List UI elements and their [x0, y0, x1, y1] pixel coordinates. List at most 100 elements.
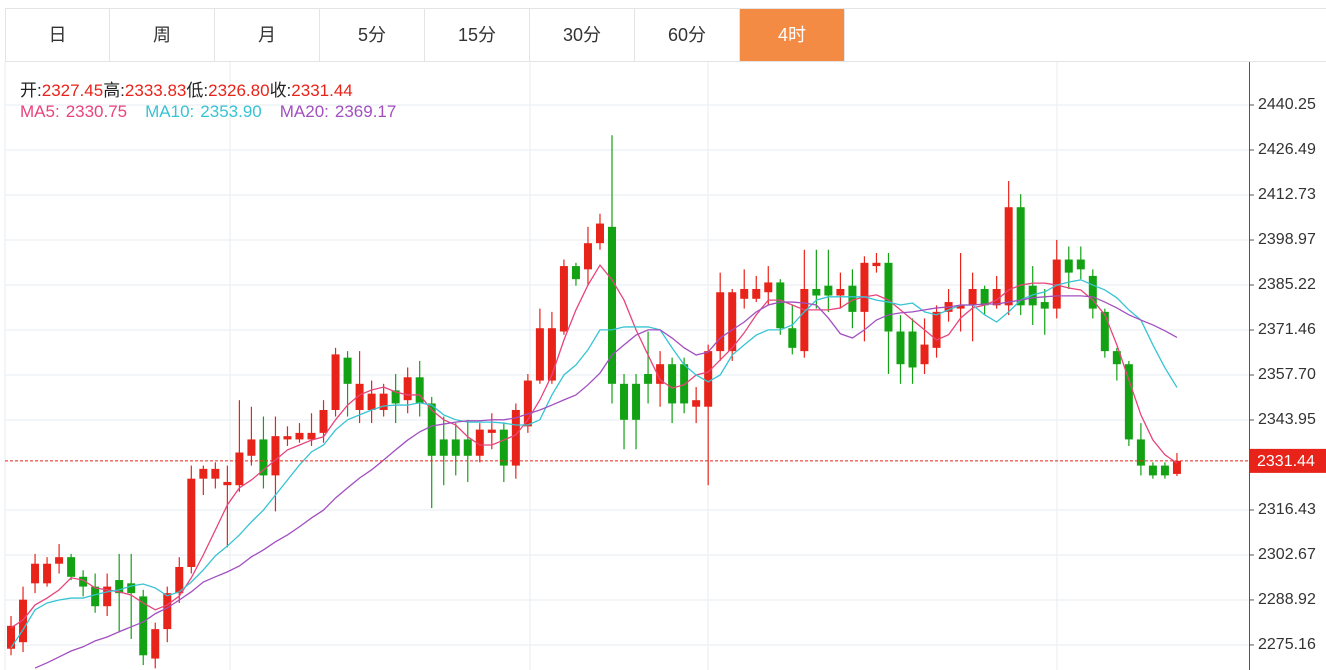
candle-body [175, 566, 184, 594]
candle-body [752, 288, 761, 299]
candle-body [812, 288, 821, 296]
y-tick-label: 2288.92 [1258, 591, 1316, 608]
info-value: 2331.44 [291, 81, 353, 100]
tab[interactable]: 4时 [740, 9, 845, 61]
candle-body [511, 409, 520, 466]
candle-body [475, 429, 484, 456]
candle-body [283, 436, 292, 440]
candle-body [211, 468, 220, 479]
candle-body [740, 288, 749, 299]
candle-body [860, 262, 869, 312]
candle-body [103, 586, 112, 607]
legend-value: 2330.75 [65, 102, 128, 121]
candle-body [79, 576, 88, 587]
candle-body [343, 357, 352, 384]
candle-body [187, 478, 196, 567]
last-price-box [1250, 448, 1326, 473]
tab[interactable]: 60分 [635, 9, 740, 61]
y-tick-label: 2371.46 [1258, 321, 1316, 338]
candle-body [91, 586, 100, 607]
candle-body [43, 563, 52, 584]
tab-bar: 日周月 5分 15分 30分 60分 4时 [5, 8, 1326, 62]
candle-body [355, 383, 364, 410]
candle-body [800, 288, 809, 352]
y-tick-label: 2426.49 [1258, 141, 1316, 158]
tab[interactable]: 周 [110, 9, 215, 61]
candle-body [1016, 207, 1025, 306]
candle-body [427, 403, 436, 456]
candle-body [403, 377, 412, 401]
candle-body [764, 282, 773, 293]
candle-body [728, 292, 737, 352]
legend-value: 2369.17 [334, 102, 397, 121]
candle-body [199, 468, 208, 479]
candle-body [247, 439, 256, 456]
tab[interactable]: 30分 [530, 9, 635, 61]
info-label: 开: [20, 81, 42, 100]
candle-body [163, 593, 172, 630]
tab[interactable]: 月 [215, 9, 320, 61]
candle-body [1052, 259, 1061, 309]
candle-body [716, 292, 725, 352]
candle-body [1148, 465, 1157, 476]
tab[interactable]: 15分 [425, 9, 530, 61]
candle-body [67, 557, 76, 577]
candle-body [31, 563, 40, 584]
candle-body [776, 282, 785, 329]
candle-body [908, 331, 917, 368]
candle-body [319, 409, 328, 433]
candle-body [1064, 259, 1073, 273]
candle-body [980, 288, 989, 306]
candle-body [1124, 364, 1133, 440]
info-value: 2333.83 [124, 81, 187, 100]
candle-body [571, 266, 580, 280]
candle-body [968, 288, 977, 306]
info-label: 收: [269, 81, 292, 100]
tab[interactable]: 日 [5, 9, 110, 61]
info-label: 低: [186, 81, 209, 100]
candle-body [331, 354, 340, 410]
info-value: 2327.45 [41, 81, 104, 100]
candle-body [932, 311, 941, 348]
tab[interactable]: 5分 [320, 9, 425, 61]
ohlc-info: 开:2327.45高:2333.83低:2326.80收:2331.44 [20, 76, 353, 101]
candle-body [1100, 311, 1109, 352]
candle-body [367, 393, 376, 410]
candle-body [535, 328, 544, 381]
y-tick-label: 2357.70 [1258, 366, 1316, 383]
candle-body [1004, 207, 1013, 306]
candle-body [788, 328, 797, 348]
legend-label: MA5: [20, 102, 60, 121]
candle-body [836, 288, 845, 296]
candles [7, 135, 1181, 669]
candle-body [956, 305, 965, 309]
y-tick-label: 2412.73 [1258, 186, 1316, 203]
candle-body [547, 328, 556, 381]
candle-body [487, 429, 496, 433]
last-price-label: 2331.44 [1257, 453, 1315, 470]
candle-body [115, 580, 124, 594]
candle-body [1136, 439, 1145, 466]
candle-body [1076, 259, 1085, 270]
candle-body [884, 262, 893, 332]
candle-body [7, 625, 16, 649]
legend-label: MA10: [145, 102, 195, 121]
y-tick-label: 2385.22 [1258, 276, 1316, 293]
candle-body [259, 439, 268, 476]
info-value: 2326.80 [208, 81, 270, 100]
candle-body [583, 243, 592, 270]
candle-body [824, 285, 833, 296]
candle-body [127, 583, 136, 594]
candle-body [439, 439, 448, 456]
candle-body [295, 432, 304, 440]
candle-body [523, 380, 532, 427]
candle-body [1160, 465, 1169, 476]
y-tick-label: 2398.97 [1258, 231, 1316, 248]
candle-body [151, 629, 160, 659]
candle-body [896, 331, 905, 365]
candle-body [415, 377, 424, 404]
candle-body [1172, 460, 1181, 474]
candle-body [632, 383, 641, 420]
candle-body [235, 452, 244, 486]
